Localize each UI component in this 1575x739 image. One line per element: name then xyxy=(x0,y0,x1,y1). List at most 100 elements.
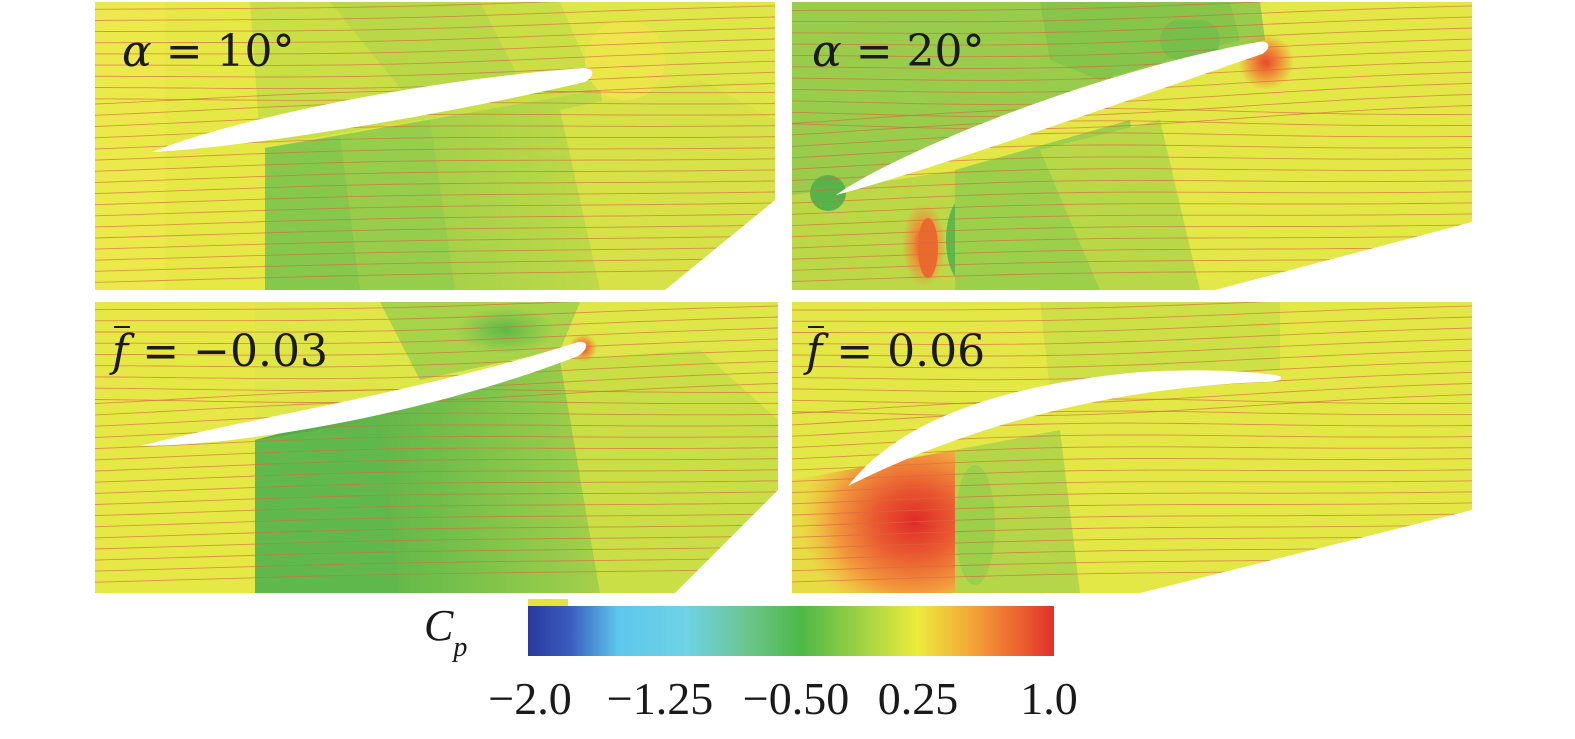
streamline xyxy=(792,224,1472,238)
streamline xyxy=(95,338,778,356)
streamline xyxy=(95,447,778,461)
streamline xyxy=(95,38,775,55)
airfoil-d xyxy=(848,370,1282,486)
streamline xyxy=(792,191,1472,204)
streamline xyxy=(95,268,775,283)
streamline xyxy=(792,105,1472,130)
streamline xyxy=(95,180,775,195)
panel-label-value: = 10° xyxy=(151,26,295,77)
streamline xyxy=(95,2,775,10)
panel-label-alpha-10: α = 10° xyxy=(122,30,295,74)
streamline xyxy=(792,491,1472,505)
streamline xyxy=(792,2,1472,11)
f-bar-symbol: f xyxy=(806,326,825,377)
streamline xyxy=(95,480,778,494)
streamline xyxy=(95,235,775,250)
streamline xyxy=(792,132,1472,147)
streamline xyxy=(95,257,775,272)
airfoil-c xyxy=(140,341,587,446)
streamline xyxy=(792,524,1472,538)
panel-alpha-10 xyxy=(95,2,775,290)
panel-label-f-pos: f = 0.06 xyxy=(806,326,985,377)
streamline xyxy=(95,246,775,261)
streamline xyxy=(95,202,775,217)
streamline xyxy=(792,5,1472,23)
streamline xyxy=(792,179,1472,193)
streamline xyxy=(792,338,1472,357)
airfoil-a xyxy=(152,68,593,152)
streamline xyxy=(95,27,775,44)
streamline xyxy=(95,546,778,561)
streamline xyxy=(792,16,1472,34)
streamline xyxy=(95,60,775,78)
colorbar-tick: −0.50 xyxy=(742,673,850,724)
streamline xyxy=(95,469,778,483)
streamline xyxy=(95,191,775,206)
streamline xyxy=(95,125,775,139)
f-bar-symbol: f xyxy=(112,326,131,377)
panel-f-neg-003 xyxy=(95,302,778,593)
streamline xyxy=(95,360,778,380)
streamline xyxy=(95,502,778,517)
streamline xyxy=(792,535,1472,549)
panel-label-value: = −0.03 xyxy=(128,326,328,377)
streamline xyxy=(792,316,1472,334)
streamline xyxy=(95,436,778,450)
panel-label-alpha-20: α = 20° xyxy=(812,30,985,74)
streamline xyxy=(95,316,778,333)
streamline xyxy=(792,469,1472,482)
alpha-symbol: α xyxy=(122,26,152,77)
streamline xyxy=(792,458,1472,471)
streamline xyxy=(95,16,775,33)
streamline xyxy=(792,349,1472,369)
streamline xyxy=(792,27,1472,46)
streamline xyxy=(95,524,778,539)
colorbar-title: Cp xyxy=(424,601,467,662)
streamline xyxy=(95,458,778,472)
streamline xyxy=(792,120,1472,136)
colorbar-title-sub: p xyxy=(453,631,468,663)
airfoil-b xyxy=(836,41,1269,195)
streamline xyxy=(95,5,775,21)
streamline xyxy=(792,213,1472,227)
colorbar xyxy=(528,599,1054,656)
streamline xyxy=(792,394,1472,417)
streamline xyxy=(95,169,775,183)
streamline xyxy=(95,158,775,172)
streamline xyxy=(792,480,1472,494)
panel-label-value: = 0.06 xyxy=(822,326,986,377)
colorbar-tick: 0.25 xyxy=(877,673,959,724)
streamline xyxy=(792,410,1472,426)
streamline xyxy=(95,349,778,368)
panel-label-value: = 20° xyxy=(841,26,985,77)
streamline xyxy=(95,49,775,66)
streamline xyxy=(95,213,775,228)
streamline xyxy=(95,535,778,550)
streamline xyxy=(792,144,1472,159)
panel-alpha-20 xyxy=(792,2,1472,290)
streamline xyxy=(792,327,1472,345)
colorbar-title-main: C xyxy=(424,601,454,650)
streamline xyxy=(792,93,1472,118)
streamline xyxy=(95,302,778,311)
colorbar-tick: −2.0 xyxy=(488,673,572,724)
streamline xyxy=(792,168,1472,181)
streamline xyxy=(792,502,1472,516)
streamline xyxy=(792,305,1472,322)
streamline xyxy=(95,400,778,416)
streamline xyxy=(792,235,1472,249)
streamline xyxy=(792,82,1472,105)
colorbar-tick: 1.0 xyxy=(1020,673,1078,724)
streamline xyxy=(95,113,775,127)
streamline xyxy=(95,327,778,345)
streamline xyxy=(95,147,775,161)
colorbar-gradient xyxy=(528,606,1054,656)
streamline xyxy=(95,412,778,427)
streamline xyxy=(95,568,778,583)
alpha-symbol: α xyxy=(812,26,842,77)
streamline xyxy=(792,398,1472,414)
streamline xyxy=(792,108,1472,124)
streamline xyxy=(792,422,1472,437)
streamline xyxy=(792,38,1472,58)
